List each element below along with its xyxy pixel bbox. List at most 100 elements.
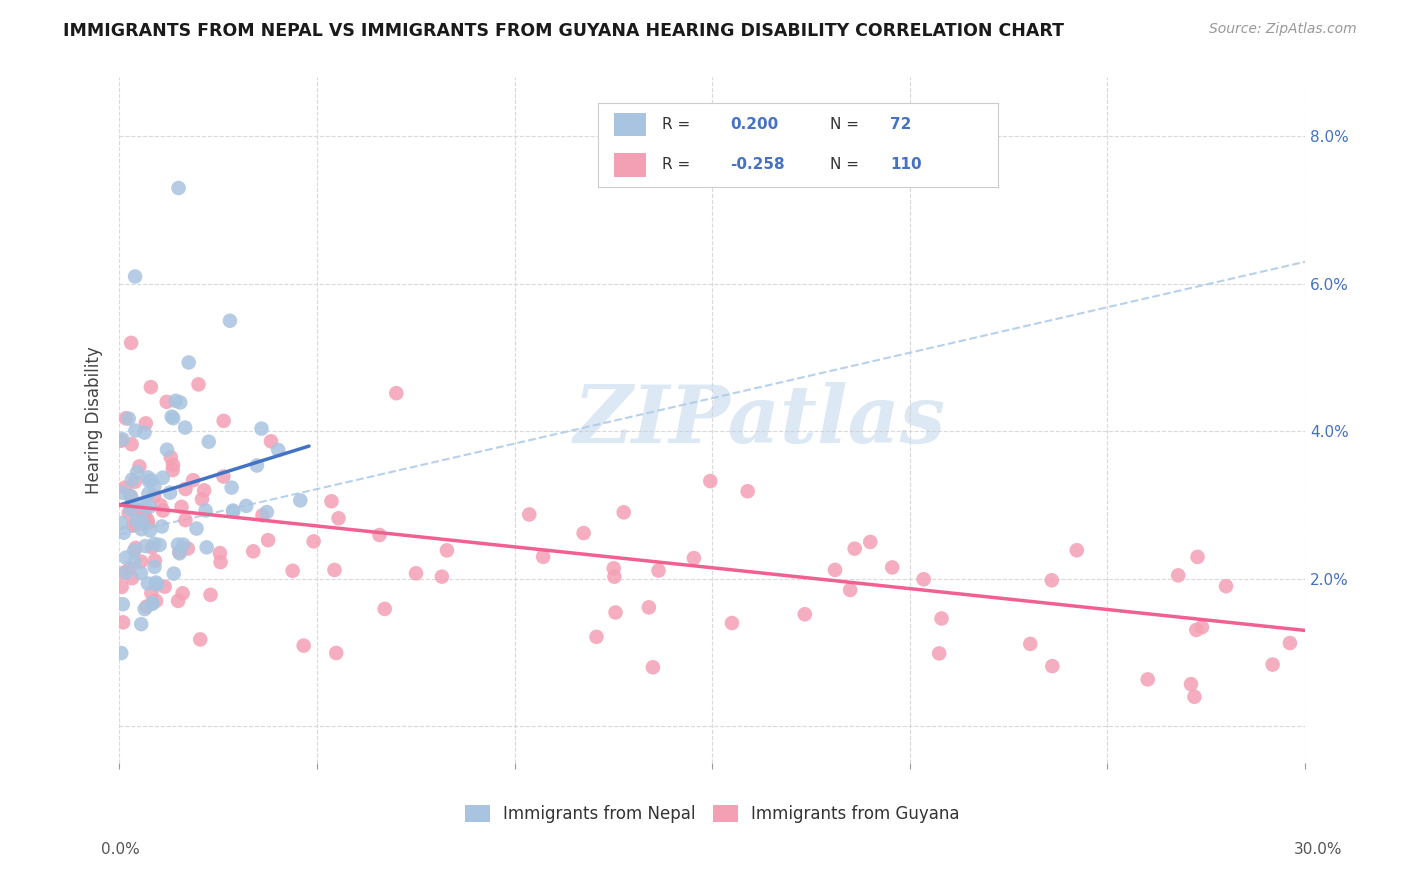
Point	[585, 630, 607, 644]
Point	[110, 516, 132, 530]
Point	[212, 414, 235, 428]
Point	[321, 494, 343, 508]
Point	[246, 458, 269, 473]
Point	[127, 465, 149, 479]
Text: ZIPatlas: ZIPatlas	[574, 382, 946, 459]
Point	[1187, 549, 1209, 564]
Point	[260, 434, 283, 449]
Point	[143, 489, 166, 503]
Point	[737, 484, 759, 499]
Point	[122, 518, 145, 533]
Point	[127, 503, 149, 517]
FancyBboxPatch shape	[613, 112, 645, 136]
Text: 0.200: 0.200	[730, 117, 778, 132]
Point	[194, 503, 217, 517]
Point	[121, 497, 143, 511]
Point	[111, 580, 134, 594]
Point	[139, 380, 162, 394]
Point	[124, 424, 146, 438]
Point	[120, 503, 142, 517]
Point	[1278, 636, 1301, 650]
Point	[128, 504, 150, 518]
Point	[149, 538, 172, 552]
Point	[1019, 637, 1042, 651]
Text: IMMIGRANTS FROM NEPAL VS IMMIGRANTS FROM GUYANA HEARING DISABILITY CORRELATION C: IMMIGRANTS FROM NEPAL VS IMMIGRANTS FROM…	[63, 22, 1064, 40]
Point	[250, 422, 273, 436]
Point	[931, 611, 953, 625]
Point	[172, 538, 194, 552]
Point	[1261, 657, 1284, 672]
Point	[162, 458, 184, 472]
Point	[134, 509, 156, 524]
Point	[169, 545, 191, 559]
Point	[143, 537, 166, 551]
Legend: Immigrants from Nepal, Immigrants from Guyana: Immigrants from Nepal, Immigrants from G…	[465, 805, 959, 823]
Point	[156, 442, 179, 457]
Point	[1167, 568, 1189, 582]
Point	[290, 493, 312, 508]
Point	[323, 563, 346, 577]
Point	[135, 599, 157, 614]
Point	[882, 560, 904, 574]
Point	[111, 432, 134, 446]
Point	[1191, 620, 1213, 634]
Point	[1136, 673, 1159, 687]
Point	[110, 646, 132, 660]
Point	[613, 505, 636, 519]
Point	[200, 588, 222, 602]
Point	[111, 485, 134, 500]
Point	[141, 541, 163, 555]
Point	[281, 564, 304, 578]
Point	[430, 569, 453, 583]
Point	[124, 269, 146, 284]
Point	[572, 526, 595, 541]
Point	[177, 355, 200, 369]
Point	[135, 500, 157, 514]
Point	[187, 377, 209, 392]
Point	[302, 534, 325, 549]
Point	[517, 508, 540, 522]
Text: R =: R =	[662, 117, 690, 132]
Point	[111, 597, 134, 611]
Point	[222, 503, 245, 517]
Point	[839, 582, 862, 597]
Text: 0.0%: 0.0%	[101, 842, 141, 856]
Point	[368, 528, 391, 542]
Point	[605, 606, 627, 620]
Point	[186, 522, 208, 536]
Point	[115, 566, 138, 580]
Text: 30.0%: 30.0%	[1295, 842, 1343, 856]
Point	[114, 411, 136, 425]
Point	[121, 571, 143, 585]
Point	[721, 615, 744, 630]
Point	[152, 471, 174, 485]
Point	[141, 596, 163, 610]
Point	[136, 516, 159, 530]
Point	[134, 602, 156, 616]
Point	[603, 561, 626, 575]
Point	[136, 513, 159, 527]
Point	[122, 543, 145, 558]
Point	[859, 535, 882, 549]
Point	[143, 479, 166, 493]
Text: N =: N =	[830, 117, 859, 132]
Point	[125, 514, 148, 528]
Text: Source: ZipAtlas.com: Source: ZipAtlas.com	[1209, 22, 1357, 37]
Point	[159, 485, 181, 500]
Point	[167, 181, 190, 195]
Point	[120, 489, 142, 503]
Point	[174, 482, 197, 496]
Point	[120, 490, 142, 504]
Text: -0.258: -0.258	[730, 157, 785, 172]
Point	[235, 499, 257, 513]
Point	[114, 481, 136, 495]
Point	[138, 486, 160, 500]
Point	[129, 566, 152, 581]
Point	[138, 475, 160, 489]
Point	[139, 524, 162, 538]
Point	[110, 434, 132, 448]
Point	[328, 511, 350, 525]
Text: R =: R =	[662, 157, 690, 172]
Point	[128, 459, 150, 474]
Point	[141, 473, 163, 487]
